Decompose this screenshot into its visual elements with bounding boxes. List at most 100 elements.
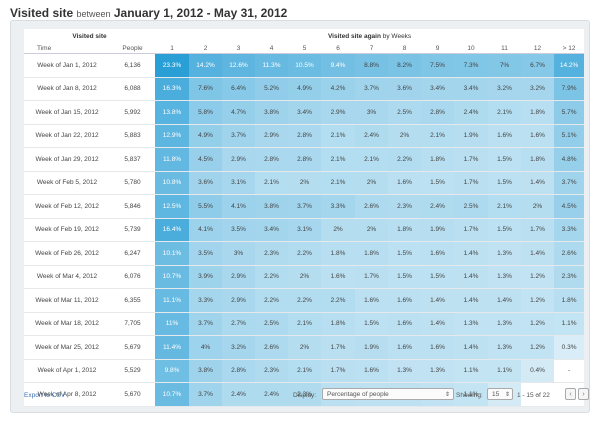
row-week-label: Week of Feb 19, 2012 <box>24 218 110 242</box>
retention-cell: 3.5% <box>222 218 255 242</box>
retention-cell: 2.8% <box>421 101 454 125</box>
table-row: Week of Feb 19, 2012 5,739 16.4% 4.1% 3.5% 3.… <box>24 218 584 242</box>
retention-cell: 1.3% <box>421 359 454 383</box>
col-people: People <box>110 43 155 54</box>
retention-cell: 2.7% <box>222 312 255 336</box>
retention-cell: 1.4% <box>454 289 488 313</box>
retention-cell: 1.1% <box>554 312 584 336</box>
retention-cell: 10.8% <box>155 171 189 195</box>
row-people-count: 5,883 <box>110 124 155 148</box>
retention-cell: 1.2% <box>521 336 554 360</box>
retention-cell: 2.9% <box>222 148 255 172</box>
retention-cell: 2.6% <box>554 242 584 266</box>
retention-cell: 1.2% <box>521 312 554 336</box>
retention-cell: 2% <box>321 218 355 242</box>
retention-cell: 2.1% <box>488 195 521 219</box>
showing-select[interactable]: 15 ⇕ <box>487 388 513 400</box>
row-people-count: 5,529 <box>110 359 155 383</box>
retention-cell: 3.3% <box>189 289 222 313</box>
next-page-button[interactable]: › <box>578 388 589 400</box>
retention-cell: 2.3% <box>554 265 584 289</box>
table-footer: Export to CSV Display: Percentage of peo… <box>11 387 589 407</box>
retention-cell: 2.5% <box>255 312 288 336</box>
retention-cell: 1.4% <box>521 242 554 266</box>
retention-cell: 2.9% <box>222 265 255 289</box>
retention-cell: 1.1% <box>488 359 521 383</box>
row-week-label: Week of Feb 12, 2012 <box>24 195 110 219</box>
retention-cell: 2.5% <box>454 195 488 219</box>
retention-cell: 6.7% <box>521 54 554 78</box>
table-row: Week of Jan 8, 2012 6,088 16.3% 7.6% 6.4% 5.2… <box>24 77 584 101</box>
select-arrows-icon: ⇕ <box>505 389 510 401</box>
retention-cell: 1.4% <box>421 289 454 313</box>
retention-cell: 1.5% <box>488 218 521 242</box>
retention-cell: 12.6% <box>222 54 255 78</box>
retention-cell: 7.5% <box>421 54 454 78</box>
retention-cell: 2.1% <box>255 171 288 195</box>
table-row: Week of Apr 1, 2012 5,529 9.8% 3.8% 2.8% 2.3%… <box>24 359 584 383</box>
table-row: Week of Jan 22, 2012 5,883 12.9% 4.9% 3.7% 2.… <box>24 124 584 148</box>
retention-cell: 1.3% <box>488 242 521 266</box>
retention-cell: 2.2% <box>288 289 321 313</box>
retention-cell: 2% <box>388 124 421 148</box>
retention-cell: 3.7% <box>222 124 255 148</box>
row-people-count: 6,355 <box>110 289 155 313</box>
retention-cell: 1.6% <box>388 312 421 336</box>
row-week-label: Week of Apr 1, 2012 <box>24 359 110 383</box>
group-header-row: Visited site Visited site again by Weeks <box>24 29 584 43</box>
display-select[interactable]: Percentage of people ⇕ <box>322 388 454 400</box>
retention-cell: 5.2% <box>255 77 288 101</box>
retention-cell: 2.5% <box>388 101 421 125</box>
retention-cell: 3.7% <box>288 195 321 219</box>
retention-cell: 3.5% <box>189 242 222 266</box>
retention-cell: 1.8% <box>521 148 554 172</box>
retention-cell: 2.3% <box>255 359 288 383</box>
retention-cell: 6.4% <box>222 77 255 101</box>
retention-cell: 1.8% <box>554 289 584 313</box>
row-week-label: Week of Mar 25, 2012 <box>24 336 110 360</box>
retention-cell: 11% <box>155 312 189 336</box>
retention-cell: 3.2% <box>521 77 554 101</box>
retention-cell: 1.4% <box>454 242 488 266</box>
retention-cell: 1.3% <box>388 359 421 383</box>
retention-cell: 4.2% <box>321 77 355 101</box>
prev-page-button[interactable]: ‹ <box>565 388 576 400</box>
table-row: Week of Feb 26, 2012 6,247 10.1% 3.5% 3% 2.3%… <box>24 242 584 266</box>
row-people-count: 7,705 <box>110 312 155 336</box>
cohort-rows: Week of Jan 1, 2012 6,136 23.3% 14.2% 12.6% 1… <box>24 54 584 407</box>
retention-cell: 2.1% <box>321 148 355 172</box>
retention-cell: 3% <box>222 242 255 266</box>
retention-cell: 1.5% <box>388 242 421 266</box>
retention-cell: 1.6% <box>388 289 421 313</box>
retention-cell: 3.7% <box>189 312 222 336</box>
retention-cell: 1.4% <box>521 171 554 195</box>
retention-cell: 1.6% <box>421 242 454 266</box>
retention-cell: 12.5% <box>155 195 189 219</box>
retention-cell: 11.4% <box>155 336 189 360</box>
retention-cell: 2.8% <box>288 124 321 148</box>
export-csv-link[interactable]: Export to CSV <box>24 392 65 399</box>
retention-cell: 2.2% <box>388 148 421 172</box>
retention-cell: 3.3% <box>554 218 584 242</box>
retention-cell: 3.2% <box>488 77 521 101</box>
retention-cell: 2% <box>288 171 321 195</box>
retention-cell: 5.1% <box>554 124 584 148</box>
retention-cell: 2.2% <box>255 265 288 289</box>
date-range: January 1, 2012 - May 31, 2012 <box>114 6 287 20</box>
retention-cell: 2.9% <box>255 124 288 148</box>
col-week-7: 7 <box>355 43 388 54</box>
col-week-9: 9 <box>421 43 454 54</box>
retention-cell: 3.9% <box>189 265 222 289</box>
retention-cell: 9.8% <box>155 359 189 383</box>
cohort-table: Visited site Visited site again by Weeks… <box>24 29 584 407</box>
retention-cell: 5.5% <box>189 195 222 219</box>
retention-cell: 3.8% <box>255 195 288 219</box>
retention-cell: 1.5% <box>488 148 521 172</box>
retention-cell: 1.4% <box>454 336 488 360</box>
retention-cell: 7% <box>488 54 521 78</box>
retention-cell: 2% <box>355 218 388 242</box>
col-week-2: 2 <box>189 43 222 54</box>
col-week-1: 1 <box>155 43 189 54</box>
retention-cell: 1.5% <box>488 171 521 195</box>
retention-cell: 10.7% <box>155 265 189 289</box>
